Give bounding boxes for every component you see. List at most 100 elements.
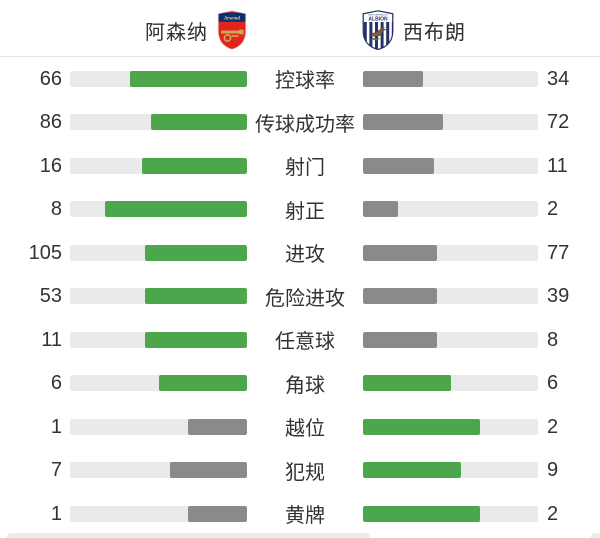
home-value: 1 <box>50 415 62 438</box>
home-value: 66 <box>39 67 62 90</box>
away-bar-fill <box>363 462 462 479</box>
away-bar-fill <box>363 244 438 261</box>
home-value: 8 <box>50 198 62 221</box>
home-value: 53 <box>39 285 62 308</box>
away-bar <box>363 288 538 305</box>
away-bar <box>363 331 538 348</box>
away-value: 2 <box>547 198 559 221</box>
throstle-bird-glyph <box>370 27 387 37</box>
home-bar-fill <box>130 70 247 87</box>
arsenal-crest-text: Arsenal <box>223 17 241 22</box>
home-value: 1 <box>50 502 62 525</box>
home-value: 86 <box>39 111 62 134</box>
arsenal-crest-icon: Arsenal <box>217 10 247 50</box>
stat-label: 危险进攻 <box>265 287 345 310</box>
teams-header: 阿森纳 Arsenal <box>0 0 600 56</box>
away-value: 9 <box>547 459 559 482</box>
away-bar <box>363 418 538 435</box>
next-section-edge <box>7 533 370 538</box>
home-bar-fill <box>142 157 247 174</box>
away-value: 77 <box>547 241 570 264</box>
home-value: 16 <box>39 154 62 177</box>
stat-row: 53 危险进攻 39 <box>0 275 600 319</box>
home-value: 105 <box>28 241 62 264</box>
away-bar-fill <box>363 70 423 87</box>
home-bar <box>70 244 247 261</box>
next-section-edge-right <box>591 533 600 538</box>
home-team: 阿森纳 Arsenal <box>145 9 247 51</box>
away-value: 11 <box>547 154 568 177</box>
away-bar <box>363 201 538 218</box>
home-bar <box>70 201 247 218</box>
away-value: 8 <box>547 328 559 351</box>
wba-crest-top-text: WEST BROMWICH <box>368 14 388 16</box>
away-bar <box>363 462 538 479</box>
cannon-glyph <box>221 29 244 42</box>
home-bar-fill <box>188 418 247 435</box>
away-team: WEST BROMWICH ALBION 西布朗 <box>362 9 466 51</box>
home-value: 11 <box>41 328 62 351</box>
home-team-name: 阿森纳 <box>145 21 208 44</box>
sprig-glyph <box>372 37 381 41</box>
home-bar-fill <box>169 462 247 479</box>
stat-row: 6 角球 6 <box>0 362 600 406</box>
stat-label: 射门 <box>285 157 325 180</box>
away-value: 39 <box>547 285 570 308</box>
home-bar <box>70 462 247 479</box>
away-bar-fill <box>363 114 443 131</box>
stat-row: 8 射正 2 <box>0 188 600 232</box>
stat-label: 控球率 <box>275 70 335 93</box>
home-bar-fill <box>144 244 247 261</box>
stat-label: 传球成功率 <box>255 113 355 136</box>
stat-row: 105 进攻 77 <box>0 231 600 275</box>
home-bar <box>70 70 247 87</box>
stat-label: 黄牌 <box>285 505 325 528</box>
away-bar <box>363 375 538 392</box>
home-bar-fill <box>150 114 247 131</box>
away-team-name: 西布朗 <box>403 21 466 44</box>
stat-label: 犯规 <box>285 461 325 484</box>
stat-row: 1 越位 2 <box>0 405 600 449</box>
stat-row: 16 射门 11 <box>0 144 600 188</box>
wba-crest-albion-text: ALBION <box>368 17 388 23</box>
west-brom-crest-icon: WEST BROMWICH ALBION <box>362 10 394 50</box>
home-bar-fill <box>158 375 247 392</box>
home-bar <box>70 157 247 174</box>
away-bar <box>363 157 538 174</box>
stat-row: 11 任意球 8 <box>0 318 600 362</box>
away-bar <box>363 244 538 261</box>
home-bar <box>70 288 247 305</box>
away-bar-fill <box>363 201 398 218</box>
stat-row: 86 传球成功率 72 <box>0 101 600 145</box>
away-bar-fill <box>363 288 438 305</box>
home-bar <box>70 114 247 131</box>
away-bar <box>363 114 538 131</box>
away-value: 34 <box>547 67 570 90</box>
home-value: 6 <box>50 372 62 395</box>
away-bar <box>363 70 538 87</box>
away-bar-fill <box>363 418 480 435</box>
stat-label: 射正 <box>285 200 325 223</box>
stats-rows: 66 控球率 34 86 传球成功率 72 16 射门 11 8 <box>0 57 600 536</box>
home-bar <box>70 331 247 348</box>
stat-row: 7 犯规 9 <box>0 449 600 493</box>
stat-label: 进攻 <box>285 244 325 267</box>
away-bar <box>363 505 538 522</box>
home-bar <box>70 375 247 392</box>
away-value: 72 <box>547 111 570 134</box>
home-bar <box>70 505 247 522</box>
home-bar-fill <box>105 201 247 218</box>
away-value: 2 <box>547 415 559 438</box>
away-bar-fill <box>363 505 480 522</box>
away-value: 2 <box>547 502 559 525</box>
header-divider <box>0 56 600 57</box>
stat-label: 角球 <box>285 374 325 397</box>
stat-label: 任意球 <box>275 331 335 354</box>
away-bar-fill <box>363 157 435 174</box>
home-bar-fill <box>144 331 247 348</box>
away-bar-fill <box>363 375 451 392</box>
home-value: 7 <box>50 459 62 482</box>
home-bar <box>70 418 247 435</box>
home-bar-fill <box>188 505 247 522</box>
